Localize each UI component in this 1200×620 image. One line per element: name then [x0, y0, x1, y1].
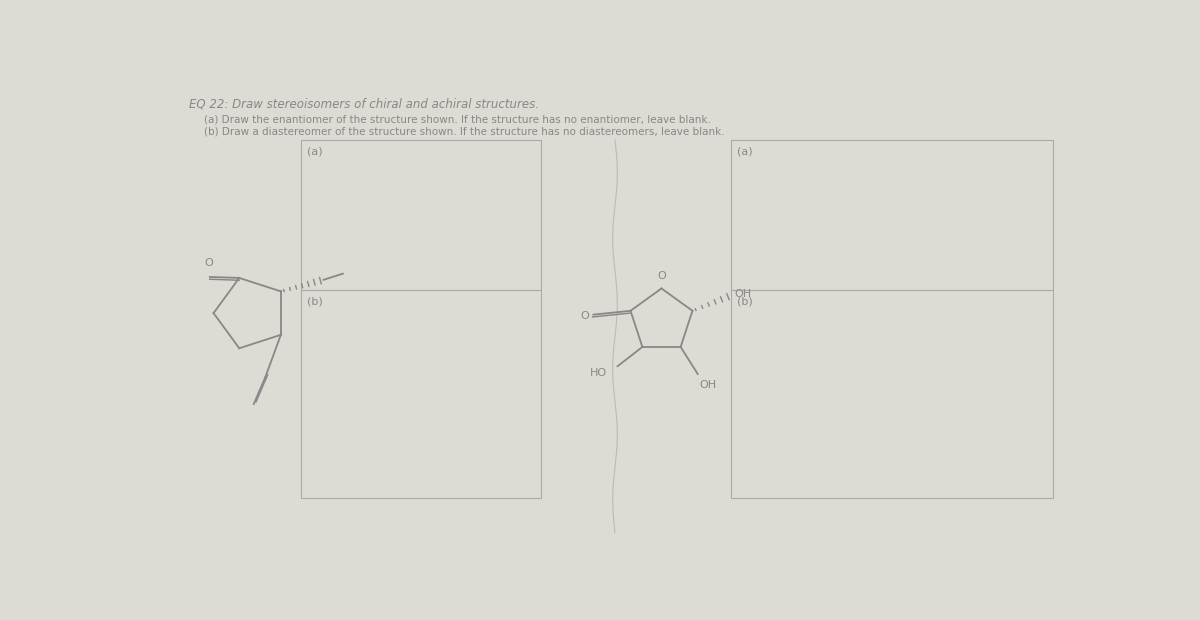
- Text: (a): (a): [307, 146, 323, 156]
- Text: O: O: [658, 271, 666, 281]
- Text: O: O: [580, 311, 589, 321]
- Text: (b) Draw a diastereomer of the structure shown. If the structure has no diastere: (b) Draw a diastereomer of the structure…: [204, 126, 725, 137]
- Text: (b): (b): [307, 296, 323, 306]
- Text: OH: OH: [734, 289, 751, 299]
- Text: OH: OH: [700, 380, 716, 390]
- Bar: [731, 140, 1052, 290]
- Bar: [301, 290, 541, 498]
- Text: (b): (b): [738, 296, 754, 306]
- Text: O: O: [204, 258, 212, 268]
- Bar: [731, 290, 1052, 498]
- Bar: [301, 140, 541, 290]
- Text: (a) Draw the enantiomer of the structure shown. If the structure has no enantiom: (a) Draw the enantiomer of the structure…: [204, 115, 712, 125]
- Text: HO: HO: [590, 368, 607, 378]
- Text: EQ 22: Draw stereoisomers of chiral and achiral structures.: EQ 22: Draw stereoisomers of chiral and …: [188, 97, 539, 110]
- Text: (a): (a): [738, 146, 754, 156]
